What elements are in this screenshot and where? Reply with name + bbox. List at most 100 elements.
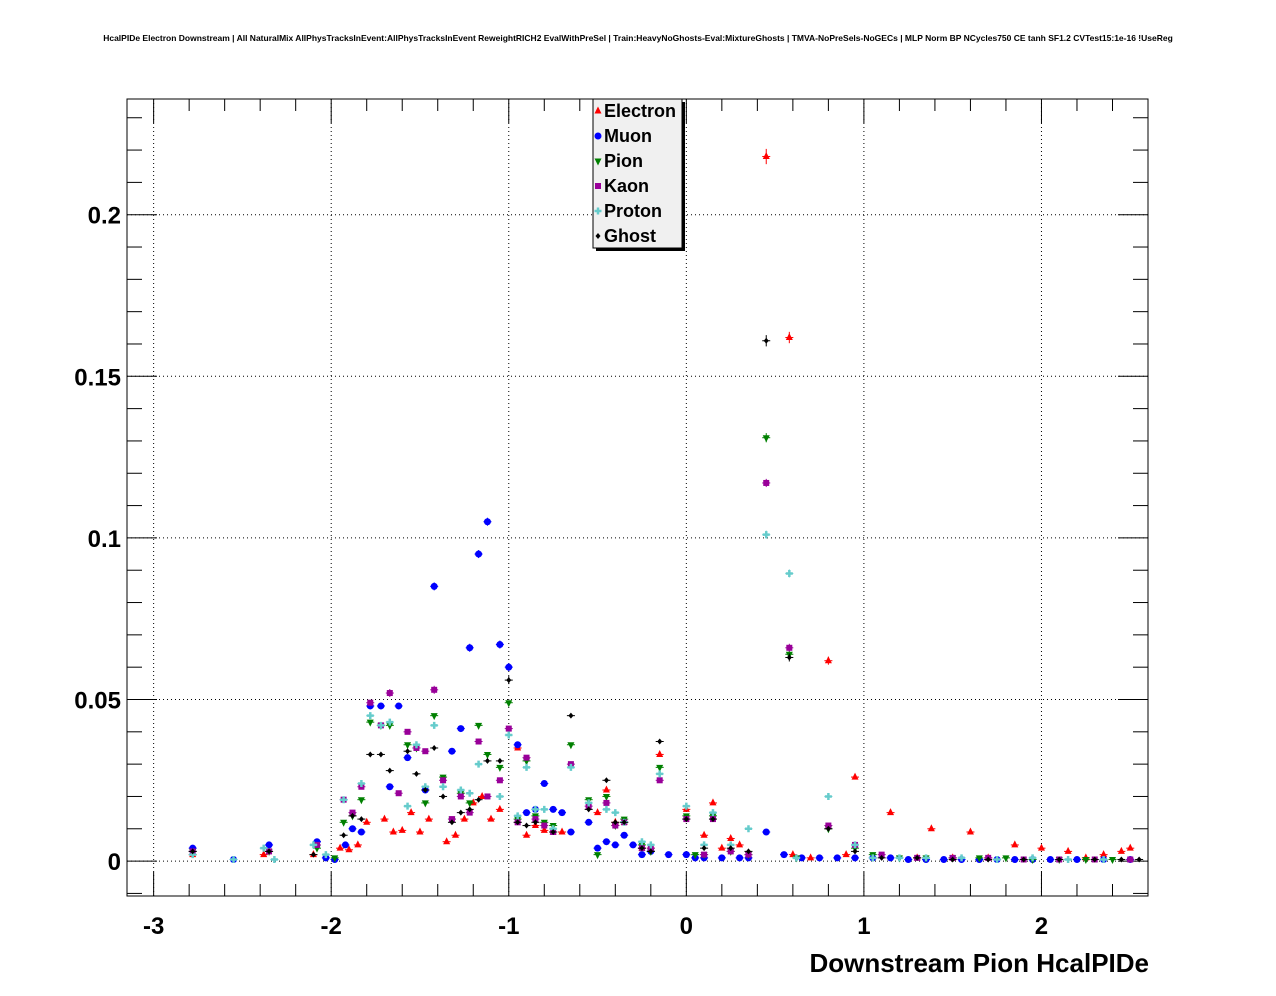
data-point bbox=[505, 725, 512, 732]
data-point bbox=[505, 731, 513, 739]
data-point bbox=[1002, 855, 1010, 863]
data-point bbox=[357, 828, 365, 836]
data-point bbox=[448, 816, 455, 823]
data-point bbox=[567, 763, 575, 771]
data-point bbox=[1127, 856, 1134, 863]
data-point bbox=[449, 819, 455, 826]
data-point bbox=[567, 742, 575, 750]
data-point bbox=[709, 809, 717, 817]
data-point bbox=[736, 854, 744, 862]
data-point bbox=[940, 855, 948, 863]
data-point bbox=[354, 840, 362, 848]
data-point bbox=[190, 848, 196, 855]
data-point bbox=[367, 699, 374, 706]
data-point bbox=[594, 808, 602, 816]
data-point bbox=[386, 718, 394, 726]
data-point bbox=[568, 712, 574, 719]
data-point bbox=[398, 825, 406, 833]
data-point bbox=[586, 806, 592, 813]
legend-box bbox=[592, 98, 683, 249]
grid-lines bbox=[127, 99, 1148, 896]
data-point bbox=[540, 805, 548, 813]
data-point bbox=[341, 841, 349, 849]
data-point bbox=[349, 825, 357, 833]
data-point bbox=[656, 770, 664, 778]
legend-entry-proton: Proton bbox=[594, 201, 662, 221]
data-point bbox=[1037, 843, 1045, 851]
legend-label: Pion bbox=[604, 151, 643, 171]
data-point bbox=[602, 793, 610, 801]
data-point bbox=[824, 792, 832, 800]
x-tick-label: -3 bbox=[143, 913, 164, 940]
data-point bbox=[266, 848, 272, 855]
data-point bbox=[825, 825, 831, 832]
data-point bbox=[1092, 856, 1098, 863]
data-point bbox=[701, 851, 708, 858]
data-point bbox=[785, 333, 793, 341]
data-point bbox=[515, 819, 521, 826]
data-point bbox=[506, 677, 512, 684]
data-point bbox=[887, 808, 895, 816]
data-point bbox=[807, 853, 815, 861]
data-point bbox=[780, 851, 788, 859]
data-point bbox=[404, 728, 411, 735]
data-point bbox=[1073, 855, 1081, 863]
data-point bbox=[331, 855, 339, 863]
legend-marker bbox=[594, 106, 602, 114]
data-point bbox=[336, 843, 344, 851]
data-point bbox=[448, 747, 456, 755]
data-point bbox=[475, 738, 482, 745]
series-pion bbox=[188, 433, 1117, 864]
data-point bbox=[540, 825, 548, 833]
data-point bbox=[430, 582, 438, 590]
chart-title: HcalPIDe Electron Downstream | All Natur… bbox=[103, 33, 1173, 43]
series-electron bbox=[188, 148, 1135, 861]
y-tick-label: 0.2 bbox=[88, 203, 121, 230]
data-point bbox=[357, 797, 365, 805]
data-point bbox=[505, 700, 513, 708]
data-point bbox=[457, 793, 464, 800]
data-point bbox=[879, 854, 885, 861]
data-point bbox=[718, 843, 726, 851]
data-point bbox=[260, 850, 268, 858]
legend: Electron Muon Pion Kaon Proton Ghost bbox=[592, 98, 685, 251]
data-point bbox=[310, 851, 316, 858]
data-point bbox=[523, 763, 531, 771]
data-point bbox=[467, 806, 473, 813]
data-point bbox=[611, 841, 619, 849]
data-point bbox=[1021, 856, 1027, 863]
data-point bbox=[476, 796, 482, 803]
data-point bbox=[852, 848, 858, 855]
data-point bbox=[825, 822, 832, 829]
data-point bbox=[585, 818, 593, 826]
data-point bbox=[466, 809, 473, 816]
legend-marker bbox=[594, 158, 602, 166]
data-point bbox=[540, 780, 548, 788]
data-point bbox=[744, 825, 752, 833]
data-point bbox=[416, 827, 424, 835]
data-point bbox=[322, 851, 330, 859]
legend-label: Kaon bbox=[604, 176, 649, 196]
series-ghost bbox=[188, 335, 1144, 863]
data-point bbox=[1064, 855, 1072, 863]
data-point bbox=[496, 764, 504, 772]
data-point bbox=[531, 805, 539, 813]
data-point bbox=[484, 793, 491, 800]
data-point bbox=[484, 757, 490, 764]
data-point bbox=[816, 854, 824, 862]
data-point bbox=[270, 855, 278, 863]
data-point bbox=[1108, 856, 1116, 864]
data-point bbox=[727, 848, 734, 855]
data-point bbox=[345, 845, 353, 853]
data-point bbox=[975, 855, 983, 863]
data-point bbox=[386, 690, 393, 697]
data-point bbox=[603, 777, 609, 784]
tick-labels: -3 -2 -1 0 1 2 0 0.05 0.1 0.15 0.2 bbox=[74, 203, 1048, 940]
data-point bbox=[762, 828, 770, 836]
data-point bbox=[430, 713, 438, 721]
data-point bbox=[638, 851, 646, 859]
data-point bbox=[478, 791, 486, 799]
data-point bbox=[532, 819, 538, 826]
data-point bbox=[966, 827, 974, 835]
